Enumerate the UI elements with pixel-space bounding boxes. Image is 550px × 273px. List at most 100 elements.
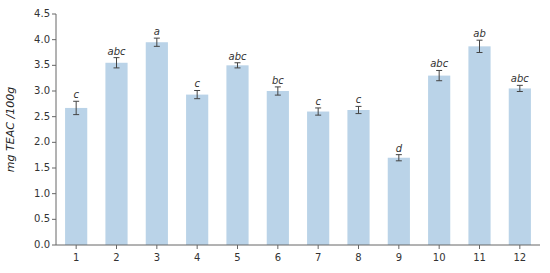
y-tick	[52, 116, 56, 117]
bar	[267, 91, 289, 245]
y-tick-label: 0.5	[34, 213, 50, 224]
error-cap	[436, 70, 442, 71]
y-tick-label: 3.5	[34, 59, 50, 70]
significance-label: abc	[229, 51, 247, 62]
error-cap	[114, 57, 120, 58]
error-bar	[114, 58, 120, 68]
y-tick	[52, 65, 56, 66]
error-cap	[73, 114, 79, 115]
x-tick-label: 2	[113, 252, 119, 263]
error-cap	[477, 52, 483, 53]
significance-label: abc	[430, 58, 448, 69]
plot-area	[65, 38, 531, 245]
x-tick-label: 10	[433, 252, 446, 263]
x-tick-label: 3	[154, 252, 160, 263]
bar	[65, 108, 87, 245]
y-tick	[52, 14, 56, 15]
x-tick	[237, 245, 238, 249]
error-line	[116, 58, 117, 68]
significance-label: bc	[272, 75, 284, 86]
x-tick	[479, 245, 480, 249]
error-line	[479, 40, 480, 52]
error-cap	[356, 113, 362, 114]
y-tick-label: 0.0	[34, 239, 50, 250]
bar	[146, 42, 168, 245]
error-bar	[396, 155, 402, 161]
error-cap	[114, 67, 120, 68]
error-line	[197, 90, 198, 98]
significance-label: c	[356, 94, 362, 105]
error-bar	[315, 108, 321, 115]
x-tick-label: 8	[355, 252, 361, 263]
error-line	[358, 106, 359, 113]
error-line	[519, 85, 520, 91]
error-line	[156, 38, 157, 46]
error-cap	[154, 38, 160, 39]
y-tick	[52, 91, 56, 92]
significance-label: a	[154, 26, 160, 37]
y-tick-label: 1.0	[34, 188, 50, 199]
x-tick-label: 9	[396, 252, 402, 263]
significance-label: c	[194, 78, 200, 89]
error-bar	[194, 90, 200, 98]
significance-label: ab	[473, 28, 485, 39]
error-cap	[396, 160, 402, 161]
bar	[428, 76, 450, 245]
y-tick-label: 2.5	[34, 111, 50, 122]
bar	[226, 65, 248, 245]
y-axis-line	[56, 14, 57, 245]
bar	[307, 112, 329, 245]
error-cap	[517, 91, 523, 92]
error-cap	[194, 98, 200, 99]
bar	[388, 158, 410, 245]
y-tick-label: 2.0	[34, 136, 50, 147]
x-tick-label: 7	[315, 252, 321, 263]
error-cap	[275, 95, 281, 96]
x-tick	[398, 245, 399, 249]
chart: cabcacabcbcccdabcababc0.00.51.01.52.02.5…	[0, 0, 550, 273]
chart-container: cabcacabcbcccdabcababc0.00.51.01.52.02.5…	[0, 0, 550, 273]
error-line	[237, 63, 238, 68]
bar	[347, 110, 369, 245]
x-tick	[318, 245, 319, 249]
y-tick	[52, 142, 56, 143]
error-bar	[356, 106, 362, 113]
significance-label: d	[396, 143, 403, 154]
y-tick	[52, 193, 56, 194]
y-tick	[52, 39, 56, 40]
error-cap	[517, 85, 523, 86]
bar	[186, 95, 208, 245]
x-tick	[197, 245, 198, 249]
error-cap	[315, 107, 321, 108]
error-cap	[194, 90, 200, 91]
error-cap	[396, 154, 402, 155]
y-tick-label: 1.5	[34, 162, 50, 173]
error-bar	[477, 40, 483, 52]
significance-label: abc	[108, 46, 126, 57]
significance-labels: cabcacabcbcccdabcababc	[73, 26, 529, 154]
y-tick-label: 4.5	[34, 8, 50, 19]
error-bar	[517, 85, 523, 91]
error-cap	[275, 86, 281, 87]
significance-label: c	[315, 96, 321, 107]
error-cap	[436, 80, 442, 81]
x-tick-label: 6	[275, 252, 281, 263]
error-cap	[235, 62, 241, 63]
error-cap	[356, 106, 362, 107]
error-line	[76, 101, 77, 114]
error-cap	[477, 40, 483, 41]
x-tick	[76, 245, 77, 249]
error-line	[398, 155, 399, 161]
error-bar	[154, 38, 160, 46]
x-axis-line	[56, 245, 540, 246]
bar	[105, 63, 127, 245]
x-tick	[439, 245, 440, 249]
x-tick	[116, 245, 117, 249]
x-tick	[156, 245, 157, 249]
error-bar	[73, 101, 79, 114]
error-cap	[154, 46, 160, 47]
x-tick-label: 1	[73, 252, 79, 263]
error-cap	[315, 115, 321, 116]
x-tick	[358, 245, 359, 249]
y-axis-label: mg TEAC /100g	[4, 87, 17, 172]
